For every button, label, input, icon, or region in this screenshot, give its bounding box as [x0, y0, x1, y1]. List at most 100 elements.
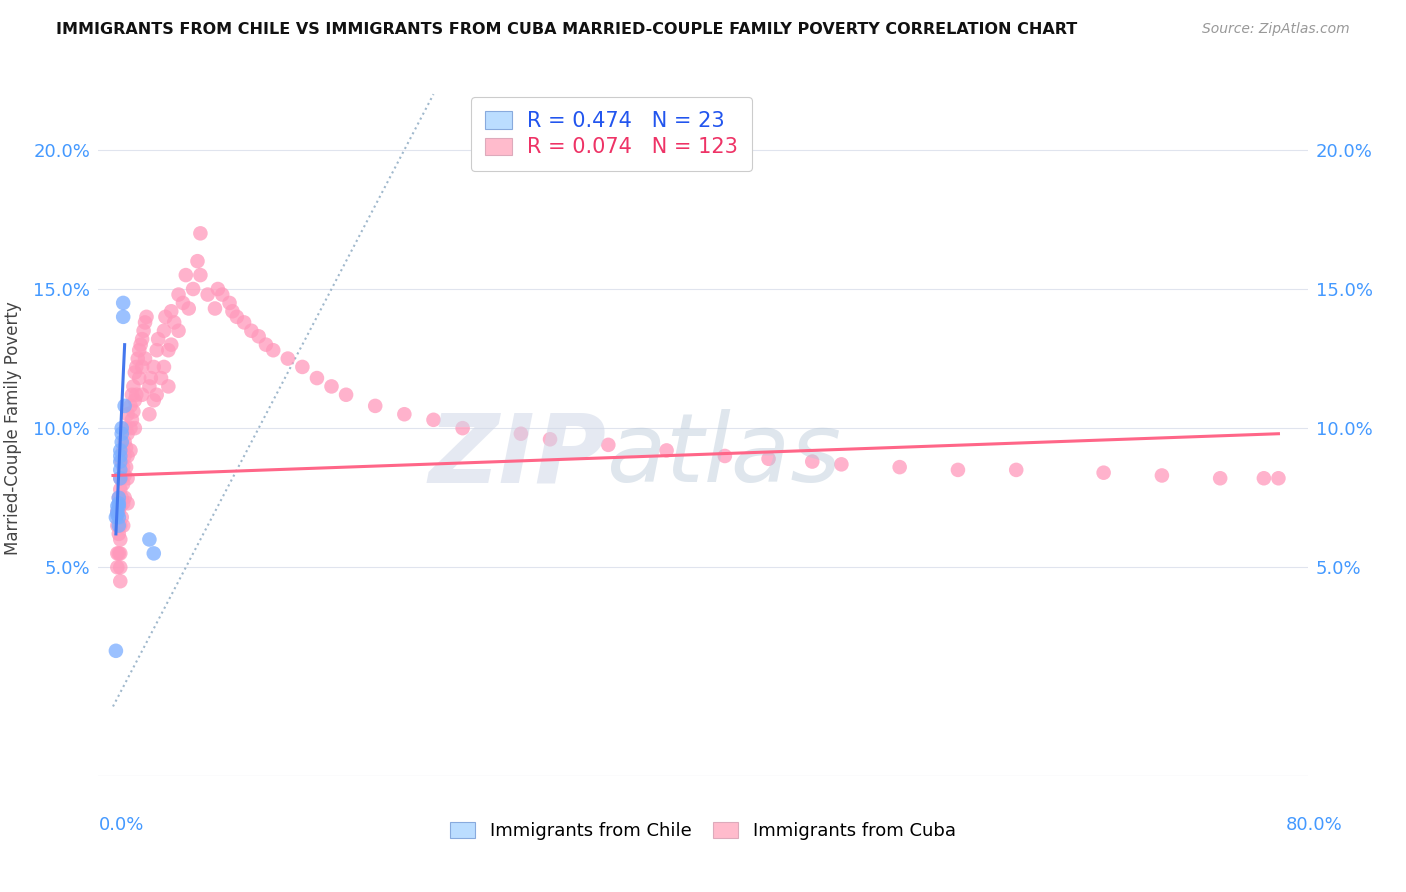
- Point: [134, 315, 156, 329]
- Legend: Immigrants from Chile, Immigrants from Cuba: Immigrants from Chile, Immigrants from C…: [443, 814, 963, 847]
- Point: [117, 407, 139, 421]
- Point: [111, 454, 134, 468]
- Point: [110, 560, 132, 574]
- Point: [122, 404, 145, 418]
- Point: [142, 393, 165, 408]
- Point: [138, 533, 160, 547]
- Point: [125, 388, 148, 402]
- Point: [190, 227, 212, 241]
- Text: 0.0%: 0.0%: [98, 816, 143, 834]
- Point: [114, 435, 136, 450]
- Point: [111, 491, 134, 505]
- Point: [128, 343, 150, 358]
- Text: Source: ZipAtlas.com: Source: ZipAtlas.com: [1202, 22, 1350, 37]
- Point: [129, 337, 152, 351]
- Point: [889, 460, 911, 475]
- Point: [225, 310, 247, 324]
- Point: [110, 546, 132, 560]
- Point: [142, 546, 165, 560]
- Point: [114, 468, 136, 483]
- Point: [111, 471, 134, 485]
- Point: [190, 268, 212, 282]
- Point: [1092, 466, 1115, 480]
- Point: [105, 508, 128, 522]
- Point: [105, 560, 128, 574]
- Point: [335, 388, 357, 402]
- Point: [1253, 471, 1275, 485]
- Point: [112, 460, 135, 475]
- Point: [112, 310, 135, 324]
- Point: [277, 351, 299, 366]
- Point: [104, 644, 127, 658]
- Point: [108, 527, 131, 541]
- Point: [139, 371, 162, 385]
- Point: [117, 426, 139, 441]
- Point: [538, 432, 561, 446]
- Point: [125, 359, 148, 374]
- Point: [254, 337, 277, 351]
- Point: [110, 443, 132, 458]
- Point: [142, 359, 165, 374]
- Text: atlas: atlas: [606, 409, 841, 502]
- Point: [112, 476, 135, 491]
- Point: [121, 413, 143, 427]
- Point: [262, 343, 284, 358]
- Point: [1005, 463, 1028, 477]
- Point: [110, 471, 132, 485]
- Point: [197, 287, 219, 301]
- Point: [221, 304, 243, 318]
- Point: [145, 388, 167, 402]
- Point: [112, 518, 135, 533]
- Point: [114, 449, 136, 463]
- Point: [172, 296, 194, 310]
- Point: [121, 388, 143, 402]
- Point: [153, 359, 176, 374]
- Point: [124, 421, 146, 435]
- Point: [108, 491, 131, 505]
- Point: [105, 505, 128, 519]
- Point: [233, 315, 256, 329]
- Point: [181, 282, 204, 296]
- Point: [163, 315, 186, 329]
- Point: [160, 304, 183, 318]
- Point: [132, 324, 155, 338]
- Point: [138, 407, 160, 421]
- Point: [155, 310, 177, 324]
- Point: [111, 421, 134, 435]
- Point: [145, 343, 167, 358]
- Point: [110, 574, 132, 589]
- Point: [120, 421, 142, 435]
- Point: [104, 510, 127, 524]
- Point: [153, 324, 176, 338]
- Point: [218, 296, 240, 310]
- Point: [247, 329, 270, 343]
- Point: [131, 332, 153, 346]
- Point: [108, 546, 131, 560]
- Point: [108, 505, 131, 519]
- Point: [204, 301, 226, 316]
- Point: [157, 379, 180, 393]
- Point: [167, 287, 190, 301]
- Point: [131, 388, 153, 402]
- Point: [321, 379, 343, 393]
- Point: [111, 435, 134, 450]
- Point: [110, 483, 132, 497]
- Point: [110, 499, 132, 513]
- Point: [111, 426, 134, 441]
- Point: [758, 451, 780, 466]
- Point: [127, 351, 149, 366]
- Point: [1150, 468, 1173, 483]
- Point: [422, 413, 444, 427]
- Point: [211, 287, 233, 301]
- Point: [364, 399, 387, 413]
- Text: IMMIGRANTS FROM CHILE VS IMMIGRANTS FROM CUBA MARRIED-COUPLE FAMILY POVERTY CORR: IMMIGRANTS FROM CHILE VS IMMIGRANTS FROM…: [56, 22, 1077, 37]
- Point: [801, 454, 824, 468]
- Point: [108, 499, 131, 513]
- Point: [157, 343, 180, 358]
- Point: [598, 438, 620, 452]
- Point: [105, 499, 128, 513]
- Point: [291, 359, 314, 374]
- Point: [115, 441, 138, 455]
- Point: [110, 518, 132, 533]
- Point: [110, 533, 132, 547]
